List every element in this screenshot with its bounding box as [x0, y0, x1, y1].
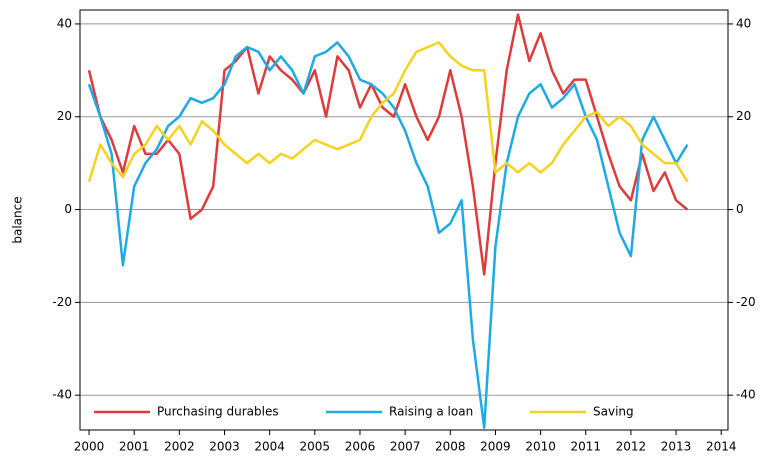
x-tick-label: 2011 [570, 440, 601, 454]
x-tick-label: 2014 [706, 440, 737, 454]
x-tick-label: 2006 [345, 440, 376, 454]
y-axis-label: balance [11, 196, 25, 243]
x-tick-label: 2001 [119, 440, 150, 454]
y-tick-label: -40 [52, 388, 72, 402]
y2-tick-label: -40 [736, 388, 756, 402]
series-line [87, 41, 689, 429]
y2-tick-label: -20 [736, 295, 756, 309]
y2-tick-label: 0 [736, 202, 744, 216]
x-tick-label: 2005 [300, 440, 331, 454]
series-line [87, 13, 689, 276]
y-tick-label: 20 [57, 109, 72, 123]
legend-label: Raising a loan [389, 405, 473, 419]
series-line [87, 41, 689, 183]
x-tick-label: 2008 [435, 440, 466, 454]
x-tick-label: 2002 [164, 440, 195, 454]
y-tick-label: -20 [52, 295, 72, 309]
legend-label: Saving [593, 405, 634, 419]
y-tick-label: 0 [64, 202, 72, 216]
plot-frame [79, 9, 729, 431]
x-tick-label: 2010 [525, 440, 556, 454]
y2-tick-label: 20 [736, 109, 751, 123]
x-tick-label: 2004 [254, 440, 285, 454]
x-tick-label: 2009 [480, 440, 511, 454]
legend-label: Purchasing durables [157, 405, 279, 419]
y-tick-label: 40 [57, 16, 72, 30]
x-tick-label: 2003 [209, 440, 240, 454]
x-tick-label: 2013 [661, 440, 692, 454]
x-tick-label: 2007 [390, 440, 421, 454]
y2-tick-label: 40 [736, 16, 751, 30]
x-tick-label: 2012 [616, 440, 647, 454]
x-tick-label: 2000 [74, 440, 105, 454]
